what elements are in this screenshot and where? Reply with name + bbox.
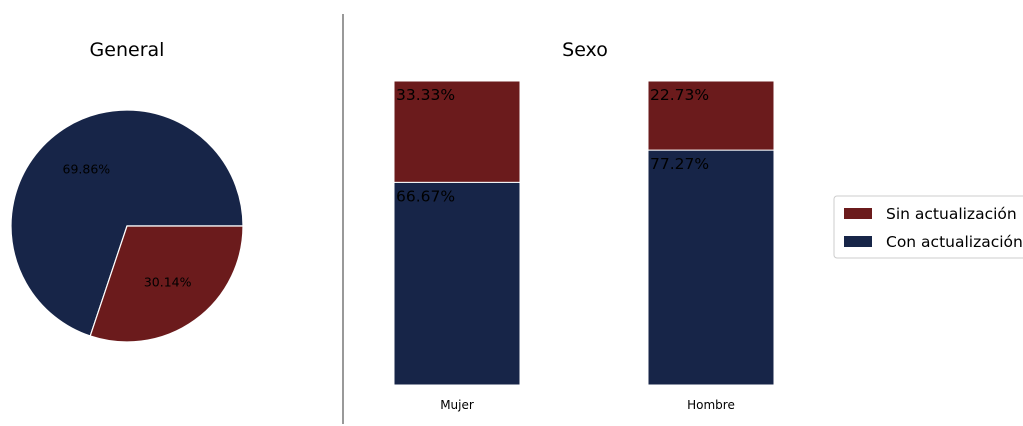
bar-hombre-con: [647, 149, 775, 386]
bar-label-mujer-con: 66.67%: [396, 187, 455, 205]
bar-label-mujer-sin: 33.33%: [396, 86, 455, 104]
x-tick-mujer: Mujer: [440, 398, 474, 412]
bar-mujer-con: [393, 181, 521, 386]
pie-slice-con-actualizacion: [10, 109, 244, 337]
legend-swatch-con: [844, 236, 872, 247]
bar-title: Sexo: [562, 39, 608, 61]
bar-mujer-sin: [393, 80, 521, 183]
bar-label-hombre-con: 77.27%: [650, 155, 709, 173]
bar-hombre-sin: [647, 80, 775, 151]
pie-label-con-actualizacion: 69.86%: [63, 162, 111, 177]
legend-box: [833, 195, 1023, 259]
legend-label-con: Con actualización: [886, 233, 1023, 251]
bar-label-hombre-sin: 22.73%: [650, 86, 709, 104]
pie-slice-sin-actualizacion: [89, 225, 244, 343]
pie-chart: 69.86% 30.14%: [10, 109, 244, 343]
legend: Sin actualización Con actualización: [833, 195, 1023, 259]
pie-label-sin-actualizacion: 30.14%: [144, 274, 192, 289]
legend-label-sin: Sin actualización: [886, 205, 1017, 223]
x-tick-hombre: Hombre: [687, 398, 735, 412]
legend-swatch-sin: [844, 208, 872, 219]
pie-title: General: [90, 39, 165, 61]
stacked-bar-chart: 66.67% 33.33% Mujer 77.27% 22.73% Hombre: [393, 80, 775, 412]
